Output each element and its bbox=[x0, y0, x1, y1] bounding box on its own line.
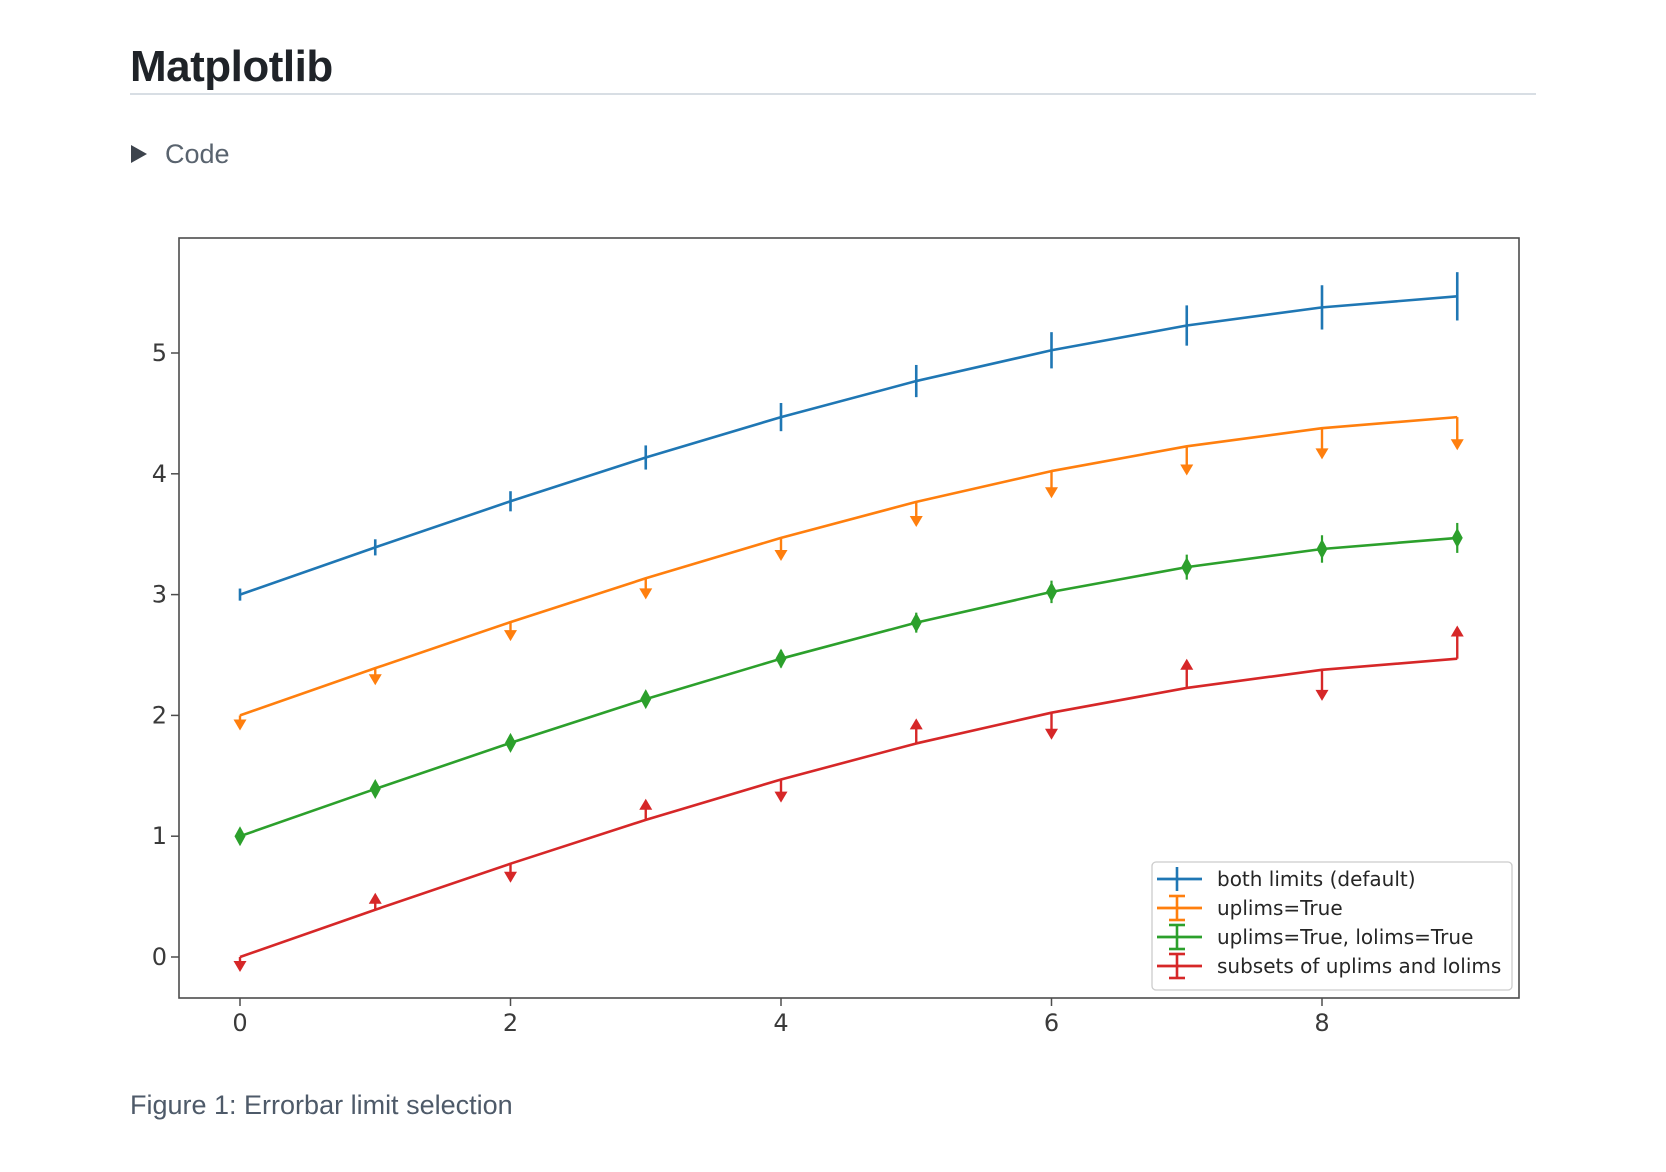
svg-text:2: 2 bbox=[503, 1009, 518, 1037]
svg-text:6: 6 bbox=[1044, 1009, 1059, 1037]
svg-text:2: 2 bbox=[152, 701, 167, 729]
errorbar-figure: 0 2 4 6 8 0 1 2 3 4 5 both limits (default) uplims=T… bbox=[140, 215, 1540, 1065]
svg-text:uplims=True, lolims=True: uplims=True, lolims=True bbox=[1217, 925, 1473, 949]
svg-text:uplims=True: uplims=True bbox=[1217, 896, 1343, 920]
page-title: Matplotlib bbox=[130, 42, 333, 92]
svg-text:1: 1 bbox=[152, 822, 167, 850]
code-toggle-label: Code bbox=[165, 139, 230, 169]
chart-legend: both limits (default) uplims=True uplims=T… bbox=[1151, 861, 1513, 991]
svg-text:3: 3 bbox=[152, 581, 167, 609]
errorbar-chart: 0 2 4 6 8 0 1 2 3 4 5 both limits (default) uplims=T… bbox=[152, 237, 1520, 1037]
code-section-toggle[interactable]: Code bbox=[130, 136, 230, 172]
svg-text:5: 5 bbox=[152, 339, 167, 367]
svg-text:both limits (default): both limits (default) bbox=[1217, 867, 1416, 891]
svg-text:8: 8 bbox=[1314, 1009, 1329, 1037]
triangle-right-icon bbox=[130, 143, 148, 165]
svg-text:4: 4 bbox=[152, 460, 167, 488]
svg-text:0: 0 bbox=[152, 943, 167, 971]
title-divider bbox=[130, 93, 1536, 95]
svg-text:subsets of uplims and lolims: subsets of uplims and lolims bbox=[1217, 954, 1501, 978]
svg-text:4: 4 bbox=[773, 1009, 788, 1037]
svg-text:0: 0 bbox=[232, 1009, 247, 1037]
figure-caption: Figure 1: Errorbar limit selection bbox=[130, 1090, 513, 1120]
